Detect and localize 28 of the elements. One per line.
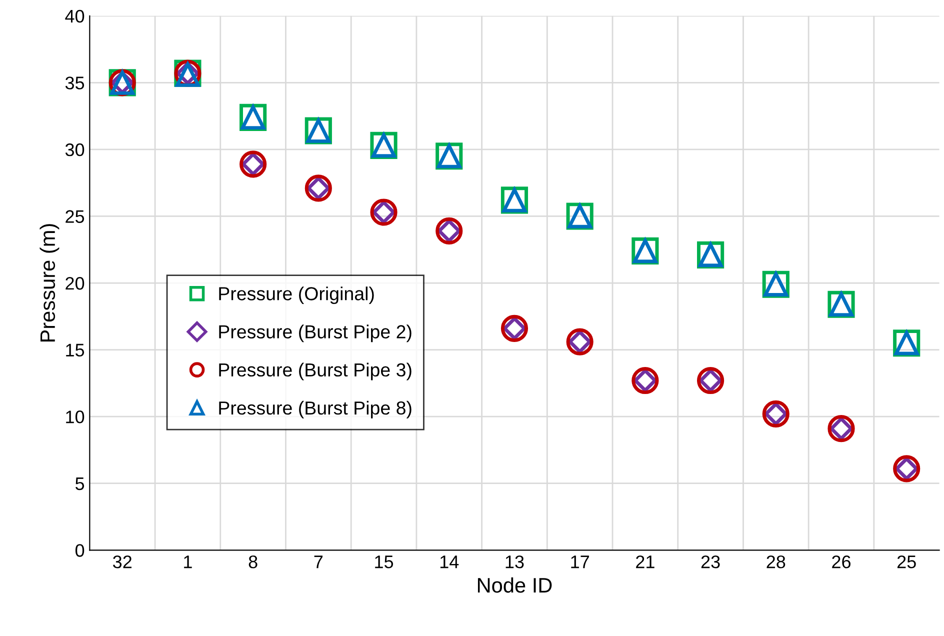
y-tick-label: 20: [66, 276, 84, 290]
legend-label: Pressure (Original): [219, 286, 374, 304]
x-tick-label: 14: [440, 556, 459, 568]
x-tick-label: 32: [113, 555, 132, 568]
x-tick-label: 1: [184, 556, 192, 568]
x-tick-label: 15: [375, 556, 394, 568]
x-tick-label: 17: [571, 556, 589, 568]
x-tick-label: 23: [701, 555, 720, 568]
y-tick-label: 30: [65, 143, 84, 156]
y-tick-label: 10: [66, 410, 84, 424]
x-tick-label: 21: [636, 555, 654, 568]
legend-label: Pressure (Burst Pipe 8): [219, 400, 412, 418]
y-tick-label: 15: [66, 344, 84, 357]
legend-label: Pressure (Burst Pipe 3): [219, 362, 412, 380]
x-tick-label: 13: [506, 555, 524, 568]
x-tick-label: 7: [314, 556, 323, 568]
x-tick-label: 26: [832, 555, 850, 568]
legend-label: Pressure (Burst Pipe 2): [219, 324, 412, 342]
y-tick-label: 40: [65, 10, 84, 23]
x-tick-label: 25: [897, 555, 916, 568]
y-tick-label: 35: [65, 76, 84, 90]
x-tick-label: 28: [766, 555, 786, 568]
y-axis-title: Pressure (m): [40, 224, 60, 342]
x-axis-title: Node ID: [478, 577, 552, 593]
y-tick-label: 5: [76, 477, 84, 490]
x-tick-label: 8: [248, 555, 258, 568]
y-tick-label: 0: [75, 544, 84, 557]
y-tick-label: 25: [66, 210, 84, 223]
